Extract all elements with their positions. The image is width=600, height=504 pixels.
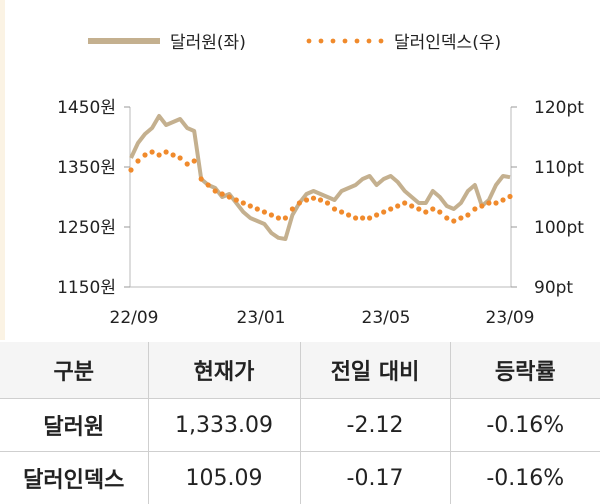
series-point-dxy (289, 206, 295, 212)
legend-label-dxy: 달러인덱스(우) (394, 33, 501, 53)
row-name: 달러원 (0, 398, 149, 452)
series-point-dxy (149, 149, 155, 155)
header-current-price: 현재가 (148, 342, 301, 399)
series-point-dxy (184, 161, 190, 167)
legend-label-usdkrw: 달러원(좌) (170, 33, 246, 53)
series-point-dxy (156, 152, 162, 158)
series-point-dxy (479, 203, 485, 209)
quote-table: 구분 현재가 전일 대비 등락률 달러원 1,333.09 -2.12 -0.1… (0, 342, 600, 504)
header-change-rate: 등락률 (450, 342, 600, 399)
series-point-dxy (275, 215, 281, 221)
series-point-dxy (430, 206, 436, 212)
series-point-dxy (212, 188, 218, 194)
row-change: -2.12 (300, 398, 451, 452)
series-point-dxy (409, 203, 415, 209)
y-left-tick-label: 1450원 (57, 98, 116, 118)
row-current-price: 105.09 (148, 451, 301, 504)
series-point-dxy (177, 155, 183, 161)
series-point-dxy (128, 167, 134, 173)
series-point-dxy (493, 200, 499, 206)
row-current-price: 1,333.09 (148, 398, 301, 452)
x-tick-label: 23/01 (237, 308, 286, 328)
series-point-dxy (402, 200, 408, 206)
series-point-dxy (353, 215, 359, 221)
series-point-dxy (247, 203, 253, 209)
series-point-dxy (226, 194, 232, 200)
series-point-dxy (254, 206, 260, 212)
row-change-rate: -0.16% (486, 465, 565, 491)
series-point-dxy (240, 200, 246, 206)
series-point-dxy (346, 212, 352, 218)
series-point-dxy (135, 158, 141, 164)
series-point-dxy (500, 197, 506, 203)
row-change-rate: -0.16% (450, 398, 600, 452)
left-accent-strip (0, 0, 5, 340)
series-point-dxy (296, 200, 302, 206)
series-point-dxy (282, 215, 288, 221)
series-point-dxy (331, 206, 338, 212)
series-point-dxy (416, 206, 422, 212)
series-point-dxy (458, 215, 464, 221)
y-left-tick-label: 1250원 (57, 218, 116, 238)
series-point-dxy (339, 209, 345, 215)
series-point-dxy (268, 212, 274, 218)
series-point-dxy (170, 152, 176, 158)
y-left-tick-label: 1350원 (57, 158, 116, 178)
series-point-dxy (423, 209, 429, 215)
series-point-dxy (388, 206, 394, 212)
x-tick-label: 22/09 (110, 308, 159, 328)
left-y-ticks (124, 106, 130, 288)
x-tick-label: 23/05 (362, 308, 411, 328)
y-right-tick-label: 120pt (534, 98, 584, 118)
series-point-dxy (465, 212, 471, 218)
legend-swatch-dxy (306, 38, 384, 44)
series-point-dxy (303, 197, 310, 203)
series-point-dxy (233, 197, 239, 203)
series-point-dxy (360, 215, 366, 221)
header-change: 전일 대비 (300, 342, 451, 399)
series-point-dxy (205, 182, 211, 188)
series-point-dxy (507, 193, 513, 200)
series-point-dxy (444, 215, 450, 221)
right-y-ticks (511, 106, 517, 288)
series-point-dxy (198, 176, 204, 182)
row-change: -0.17 (300, 451, 451, 504)
y-right-tick-label: 110pt (534, 158, 584, 178)
table-header-row: 구분 현재가 전일 대비 등락률 (0, 342, 600, 399)
series-point-dxy (191, 158, 197, 164)
series-point-dxy (310, 195, 317, 201)
table-row: 달러인덱스 105.09 -0.17 -0.16% (0, 451, 600, 504)
series-point-dxy (374, 212, 380, 218)
series-point-dxy (324, 200, 331, 206)
series-point-dxy (219, 191, 225, 197)
y-left-tick-label: 1150원 (57, 278, 116, 298)
series-point-dxy (395, 203, 401, 209)
series-point-dxy (437, 209, 443, 215)
table-row: 달러원 1,333.09 -2.12 -0.16% (0, 398, 600, 452)
series-point-dxy (142, 152, 148, 158)
x-tick-label: 23/09 (486, 308, 535, 328)
series-line-usdkrw (129, 114, 511, 241)
series-point-dxy (163, 149, 169, 155)
series-point-dxy (261, 209, 267, 215)
series-point-dxy (381, 209, 387, 215)
series-point-dxy (472, 206, 478, 212)
y-right-tick-label: 90pt (534, 278, 573, 298)
series-point-dxy (367, 215, 373, 221)
exchange-rate-chart: 달러원(좌) 달러인덱스(우) 1450원 1350원 1250원 1150원 … (57, 33, 584, 328)
series-point-dxy (317, 197, 324, 203)
series-point-dxy (486, 200, 492, 206)
header-category: 구분 (0, 342, 149, 399)
row-name: 달러인덱스 (0, 451, 149, 504)
series-point-dxy (451, 218, 457, 224)
series-layer (128, 114, 513, 241)
y-right-tick-label: 100pt (534, 218, 584, 238)
